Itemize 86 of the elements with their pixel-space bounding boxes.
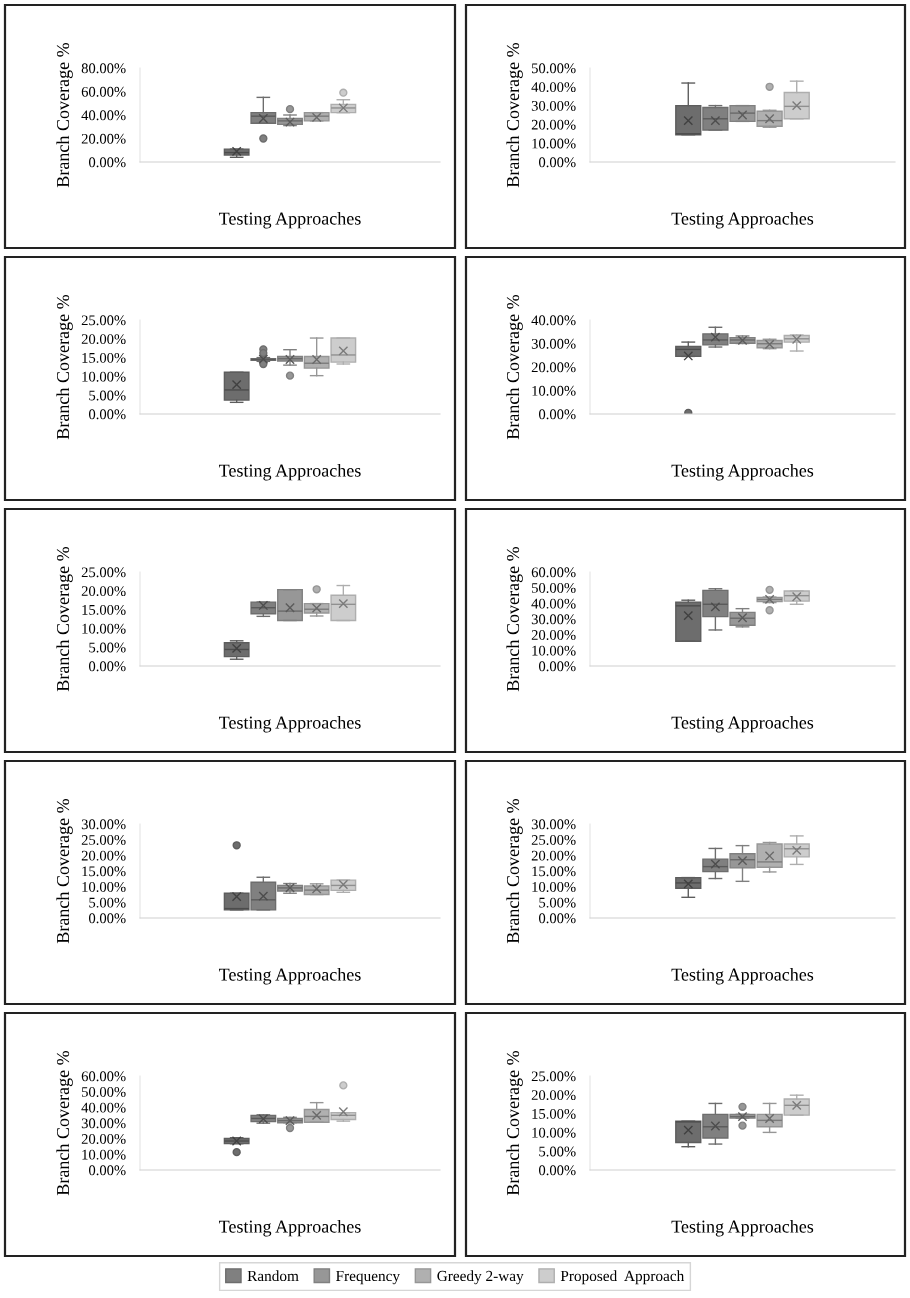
- y-tick-label: 40.00%: [81, 110, 126, 121]
- y-tick-label: 5.00%: [89, 642, 126, 653]
- y-axis-title: Branch Coverage %: [56, 42, 73, 188]
- y-tick-label: 10.00%: [532, 882, 576, 892]
- y-tick-label: 25.00%: [531, 835, 576, 845]
- y-tick-label: 20.00%: [531, 850, 576, 861]
- y-tick-label: 0.00%: [539, 409, 576, 420]
- y-axis-title: Branch Coverage %: [506, 294, 523, 440]
- y-tick-label: 0.00%: [539, 913, 576, 924]
- y-tick-label: 25.00%: [81, 567, 126, 578]
- y-tick-label: 60.00%: [531, 567, 576, 578]
- y-tick-label: 40.00%: [531, 82, 576, 93]
- y-axis-title: Branch Coverage %: [506, 546, 523, 692]
- y-tick-label: 20.00%: [81, 133, 126, 144]
- x-axis-title: Testing Approaches: [219, 968, 361, 985]
- x-axis-title: Testing Approaches: [671, 212, 814, 229]
- x-axis-title: Testing Approaches: [671, 1220, 814, 1237]
- y-axis-title: Branch Coverage %: [506, 1050, 523, 1196]
- y-tick-label: 30.00%: [531, 614, 576, 625]
- y-tick-label: 25.00%: [81, 835, 126, 845]
- y-tick-label: 10.00%: [82, 1149, 126, 1160]
- y-tick-label: 40.00%: [531, 598, 576, 609]
- y-tick-label: 30.00%: [531, 338, 576, 349]
- y-tick-label: 20.00%: [81, 850, 126, 861]
- x-axis-title: Testing Approaches: [219, 212, 361, 229]
- legend-label: Greedy 2-way: [437, 1270, 524, 1285]
- y-tick-label: 60.00%: [81, 1071, 126, 1082]
- y-axis-title: Branch Coverage %: [56, 546, 73, 692]
- y-tick-label: 30.00%: [531, 819, 576, 830]
- y-tick-label: 15.00%: [82, 604, 126, 615]
- y-tick-label: 30.00%: [81, 1118, 126, 1129]
- x-axis-title: Testing Approaches: [671, 464, 814, 481]
- x-axis-title: Testing Approaches: [219, 716, 361, 733]
- y-tick-label: 5.00%: [89, 897, 126, 908]
- y-tick-label: 0.00%: [89, 661, 126, 672]
- y-tick-label: 10.00%: [532, 138, 576, 149]
- y-tick-label: 50.00%: [82, 1087, 126, 1097]
- y-tick-label: 10.00%: [532, 1127, 576, 1138]
- y-tick-label: 15.00%: [82, 866, 126, 877]
- y-tick-label: 0.00%: [89, 1165, 126, 1176]
- y-tick-label: 20.00%: [531, 119, 576, 130]
- y-tick-label: 10.00%: [532, 645, 576, 656]
- y-tick-label: 20.00%: [81, 1134, 126, 1144]
- y-tick-label: 0.00%: [539, 157, 576, 168]
- y-tick-label: 10.00%: [532, 385, 576, 396]
- y-tick-label: 50.00%: [532, 63, 576, 74]
- y-tick-label: 10.00%: [82, 882, 126, 892]
- y-tick-label: 20.00%: [81, 586, 126, 597]
- y-axis-title: Branch Coverage %: [56, 294, 73, 440]
- y-tick-label: 0.00%: [89, 157, 126, 168]
- y-tick-label: 50.00%: [532, 583, 576, 593]
- y-tick-label: 60.00%: [81, 86, 126, 97]
- y-tick-label: 20.00%: [531, 1090, 576, 1101]
- y-axis-title: Branch Coverage %: [56, 798, 73, 944]
- y-tick-label: 10.00%: [82, 623, 126, 634]
- y-tick-label: 15.00%: [82, 352, 126, 363]
- legend-label: Random: [247, 1270, 299, 1282]
- y-tick-label: 80.00%: [81, 63, 126, 74]
- y-tick-label: 25.00%: [531, 1071, 576, 1082]
- y-tick-label: 20.00%: [531, 630, 576, 640]
- y-tick-label: 20.00%: [531, 362, 576, 373]
- x-axis-title: Testing Approaches: [219, 464, 361, 481]
- legend-label: Frequency: [336, 1270, 400, 1285]
- x-axis-title: Testing Approaches: [219, 1220, 361, 1237]
- y-tick-label: 40.00%: [81, 1102, 126, 1113]
- y-tick-label: 0.00%: [89, 913, 126, 924]
- legend-label: Proposed Approach: [560, 1270, 685, 1285]
- y-tick-label: 5.00%: [539, 897, 576, 908]
- y-tick-label: 15.00%: [532, 866, 576, 877]
- y-axis-title: Branch Coverage %: [506, 798, 523, 944]
- y-tick-label: 30.00%: [531, 100, 576, 111]
- y-axis-title: Branch Coverage %: [506, 42, 523, 188]
- x-axis-title: Testing Approaches: [671, 968, 814, 985]
- y-tick-label: 5.00%: [89, 390, 126, 401]
- y-tick-label: 10.00%: [82, 371, 126, 382]
- y-tick-label: 5.00%: [539, 1146, 576, 1157]
- y-tick-label: 0.00%: [89, 409, 126, 420]
- y-tick-label: 40.00%: [531, 315, 576, 326]
- y-tick-label: 20.00%: [81, 334, 126, 345]
- y-tick-label: 25.00%: [81, 315, 126, 326]
- y-tick-label: 30.00%: [81, 819, 126, 830]
- y-axis-title: Branch Coverage %: [56, 1050, 73, 1196]
- y-tick-label: 0.00%: [539, 1165, 576, 1176]
- y-tick-label: 15.00%: [532, 1108, 576, 1119]
- x-axis-title: Testing Approaches: [671, 716, 814, 733]
- y-tick-label: 0.00%: [539, 661, 576, 672]
